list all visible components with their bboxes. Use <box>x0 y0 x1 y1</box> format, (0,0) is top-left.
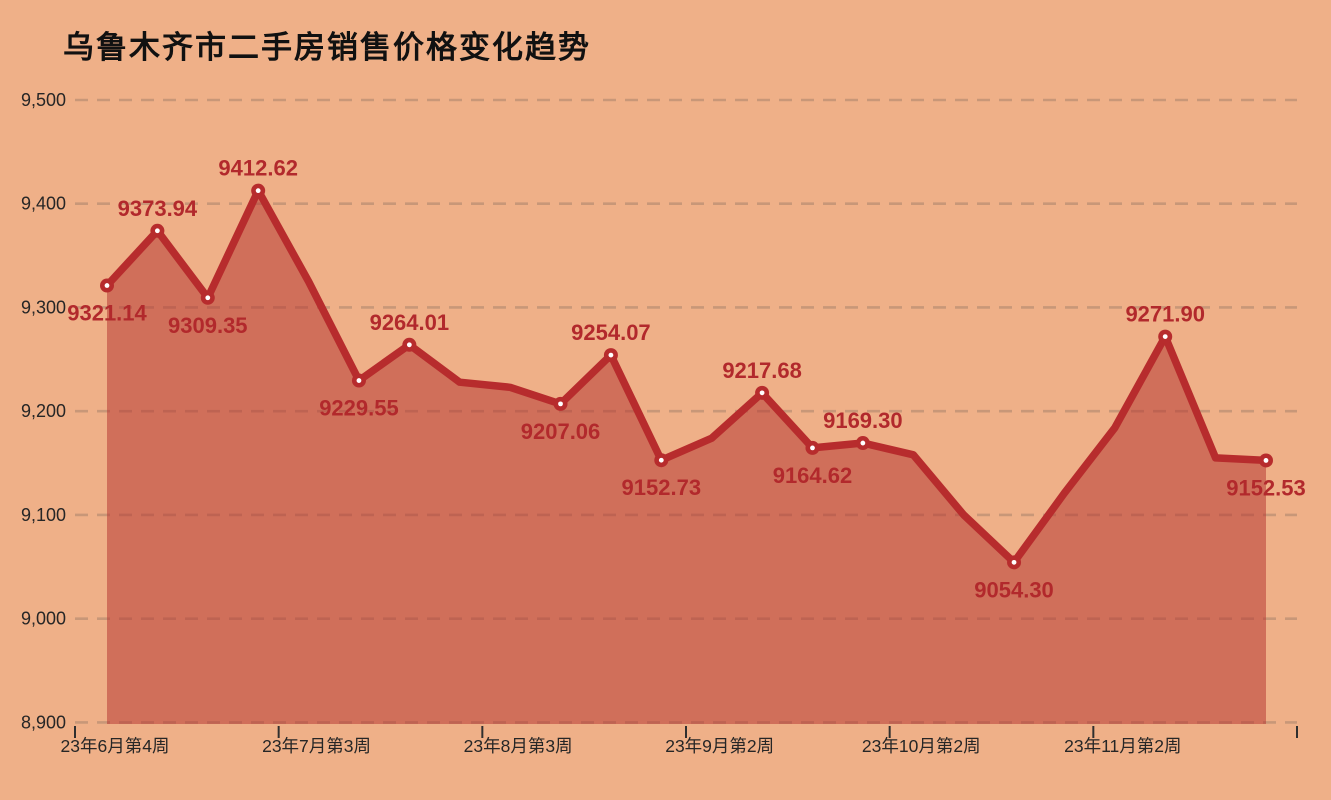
data-point-label: 9373.94 <box>118 196 198 221</box>
data-point-marker-center <box>104 283 110 288</box>
data-point-marker-center <box>356 378 362 383</box>
data-point-label: 9321.14 <box>67 301 147 326</box>
y-axis-label: 9,000 <box>21 609 66 629</box>
data-point-label: 9271.90 <box>1125 302 1205 327</box>
data-point-marker-center <box>1162 334 1168 340</box>
x-axis-label: 23年6月第4周 <box>61 736 170 756</box>
chart-title: 乌鲁木齐市二手房销售价格变化趋势 <box>63 30 591 65</box>
y-axis-label: 9,400 <box>21 194 66 214</box>
data-point-marker-center <box>658 457 664 463</box>
data-point-label: 9169.30 <box>823 408 903 433</box>
data-point-label: 9229.55 <box>319 396 399 421</box>
y-axis-label: 9,200 <box>21 401 66 421</box>
data-point-label: 9207.06 <box>521 419 601 444</box>
x-axis-label: 23年9月第2周 <box>665 736 774 756</box>
data-point-marker-center <box>205 295 211 301</box>
data-point-marker-center <box>1263 458 1269 463</box>
data-point-marker-center <box>154 228 160 234</box>
data-point-label: 9152.53 <box>1226 475 1306 500</box>
data-point-marker-center <box>255 188 261 194</box>
trend-line <box>103 186 1270 567</box>
data-point-marker-center <box>810 445 815 451</box>
data-point-label: 9254.07 <box>571 320 651 345</box>
data-point-label: 9309.35 <box>168 313 248 338</box>
data-point-label: 9054.30 <box>974 577 1054 602</box>
data-point-label: 9217.68 <box>722 358 802 383</box>
x-axis-label: 23年11月第2周 <box>1064 736 1181 756</box>
x-axis-label: 23年8月第3周 <box>464 736 573 756</box>
area-fill <box>107 190 1266 725</box>
data-point-marker-center <box>1011 559 1017 565</box>
y-axis-label: 9,300 <box>21 297 66 317</box>
data-point-label: 9164.62 <box>773 463 853 488</box>
data-point-marker-center <box>608 352 614 358</box>
data-point-marker-center <box>759 390 765 396</box>
data-point-marker-center <box>406 342 412 348</box>
x-axis-label: 23年7月第3周 <box>262 736 371 756</box>
y-axis-label: 9,100 <box>21 505 66 525</box>
data-point-marker-center <box>860 440 866 446</box>
data-point-label: 9264.01 <box>370 310 450 335</box>
data-point-marker-center <box>558 401 563 407</box>
y-axis-label: 9,500 <box>21 90 66 110</box>
y-axis-label: 8,900 <box>21 712 66 732</box>
data-point-label: 9152.73 <box>622 475 702 500</box>
x-axis-label: 23年10月第2周 <box>862 736 981 756</box>
data-point-label: 9412.62 <box>218 156 298 181</box>
